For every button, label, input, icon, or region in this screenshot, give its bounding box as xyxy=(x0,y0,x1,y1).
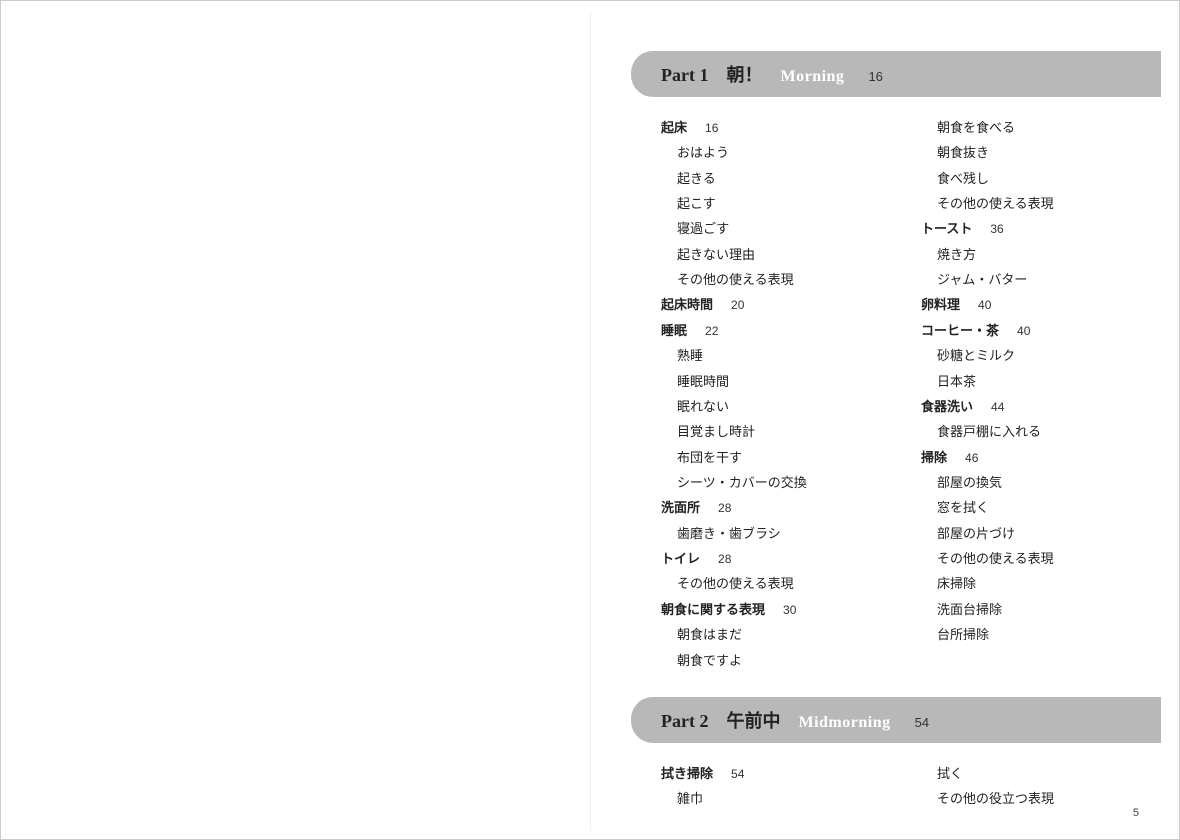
part-2-col-2: 拭くその他の役立つ表現 xyxy=(921,761,1131,812)
toc-sub-item: 歯磨き・歯ブラシ xyxy=(661,521,871,546)
part-2-page: 54 xyxy=(915,715,929,730)
toc-section-title: トースト xyxy=(921,216,972,241)
part-2-header: Part 2 午前中 Midmorning 54 xyxy=(631,697,1161,743)
toc-section-head: 卵料理 40 xyxy=(921,292,1131,317)
toc-sub-item: その他の使える表現 xyxy=(661,267,871,292)
toc-sub-item: 熟睡 xyxy=(661,343,871,368)
part-1-body: 起床16おはよう起きる起こす寝過ごす起きない理由その他の使える表現起床時間20睡… xyxy=(591,115,1161,673)
toc-sub-item: シーツ・カバーの交換 xyxy=(661,470,871,495)
toc-sub-item: 布団を干す xyxy=(661,445,871,470)
toc-section-title: コーヒー・茶 xyxy=(921,318,999,343)
toc-section-page: 40 xyxy=(1017,320,1030,343)
toc-section-page: 36 xyxy=(990,218,1003,241)
toc-section-head: 拭き掃除 54 xyxy=(661,761,871,786)
page-number: 5 xyxy=(1133,807,1139,819)
right-page: Part 1 朝！ Morning 16 起床16おはよう起きる起こす寝過ごす起… xyxy=(591,11,1161,831)
toc-sub-item: ジャム・バター xyxy=(921,267,1131,292)
toc-section-page: 46 xyxy=(965,447,978,470)
toc-sub-item: 朝食はまだ xyxy=(661,622,871,647)
toc-section-head: 洗面所 28 xyxy=(661,495,871,520)
toc-section-head: 起床時間 20 xyxy=(661,292,871,317)
toc-section-title: 起床 xyxy=(661,115,687,140)
toc-sub-item: その他の使える表現 xyxy=(661,571,871,596)
toc-section-head: 朝食に関する表現 30 xyxy=(661,597,871,622)
toc-section-title: 朝食に関する表現 xyxy=(661,597,765,622)
part-2-label: Part 2 xyxy=(661,711,708,732)
toc-sub-item: 食べ残し xyxy=(921,166,1131,191)
toc-sub-item: 寝過ごす xyxy=(661,216,871,241)
toc-sub-item: 起こす xyxy=(661,191,871,216)
part-1-label: Part 1 xyxy=(661,65,708,86)
toc-section-title: トイレ xyxy=(661,546,700,571)
toc-section-title: 掃除 xyxy=(921,445,947,470)
toc-section-page: 40 xyxy=(978,294,991,317)
toc-sub-item: 眠れない xyxy=(661,394,871,419)
toc-sub-item: 朝食ですよ xyxy=(661,648,871,673)
toc-sub-item: 窓を拭く xyxy=(921,495,1131,520)
toc-section-head: 起床 16 xyxy=(661,115,871,140)
toc-sub-item: その他の役立つ表現 xyxy=(921,786,1131,811)
toc-sub-item: 部屋の換気 xyxy=(921,470,1131,495)
toc-sub-item: 雑巾 xyxy=(661,786,871,811)
toc-section-page: 20 xyxy=(731,294,744,317)
part-1-col-1: 起床16おはよう起きる起こす寝過ごす起きない理由その他の使える表現起床時間20睡… xyxy=(661,115,871,673)
toc-section-title: 起床時間 xyxy=(661,292,713,317)
part-1-col-2: 朝食を食べる朝食抜き食べ残しその他の使える表現トースト36焼き方ジャム・バター卵… xyxy=(921,115,1131,673)
toc-section-head: 睡眠 22 xyxy=(661,318,871,343)
toc-sub-item: 起きない理由 xyxy=(661,242,871,267)
toc-section-page: 16 xyxy=(705,117,718,140)
part-2-title-en: Midmorning xyxy=(798,714,890,732)
toc-section-title: 食器洗い xyxy=(921,394,973,419)
toc-sub-item: 拭く xyxy=(921,761,1131,786)
toc-sub-item: その他の使える表現 xyxy=(921,191,1131,216)
toc-section-head: トイレ 28 xyxy=(661,546,871,571)
toc-sub-item: その他の使える表現 xyxy=(921,546,1131,571)
toc-sub-item: 砂糖とミルク xyxy=(921,343,1131,368)
part-2-title-jp: 午前中 xyxy=(726,707,780,733)
part-2-col-1: 拭き掃除 54雑巾 xyxy=(661,761,871,812)
part-1-title-jp: 朝！ xyxy=(726,61,762,87)
part-1-page: 16 xyxy=(868,69,882,84)
toc-section-title: 拭き掃除 xyxy=(661,761,713,786)
toc-section-head: トースト 36 xyxy=(921,216,1131,241)
toc-section-title: 洗面所 xyxy=(661,495,700,520)
toc-section-title: 睡眠 xyxy=(661,318,687,343)
toc-sub-item: 焼き方 xyxy=(921,242,1131,267)
toc-section-head: 食器洗い 44 xyxy=(921,394,1131,419)
toc-section-head: コーヒー・茶 40 xyxy=(921,318,1131,343)
toc-sub-item: 朝食を食べる xyxy=(921,115,1131,140)
toc-section-title: 卵料理 xyxy=(921,292,960,317)
toc-sub-item: おはよう xyxy=(661,140,871,165)
toc-sub-item: 日本茶 xyxy=(921,369,1131,394)
part-1-title-en: Morning xyxy=(780,68,844,86)
toc-section-page: 44 xyxy=(991,396,1004,419)
toc-sub-item: 朝食抜き xyxy=(921,140,1131,165)
part-2-body: 拭き掃除 54雑巾 拭くその他の役立つ表現 xyxy=(591,761,1161,812)
toc-sub-item: 目覚まし時計 xyxy=(661,419,871,444)
toc-sub-item: 台所掃除 xyxy=(921,622,1131,647)
left-page xyxy=(11,11,581,831)
toc-sub-item: 床掃除 xyxy=(921,571,1131,596)
toc-section-page: 30 xyxy=(783,599,796,622)
toc-sub-item: 睡眠時間 xyxy=(661,369,871,394)
toc-sub-item: 洗面台掃除 xyxy=(921,597,1131,622)
toc-section-page: 22 xyxy=(705,320,718,343)
toc-section-page: 28 xyxy=(718,497,731,520)
toc-sub-item: 起きる xyxy=(661,166,871,191)
toc-section-page: 54 xyxy=(731,763,744,786)
part-1-header: Part 1 朝！ Morning 16 xyxy=(631,51,1161,97)
toc-sub-item: 食器戸棚に入れる xyxy=(921,419,1131,444)
toc-section-page: 28 xyxy=(718,548,731,571)
toc-sub-item: 部屋の片づけ xyxy=(921,521,1131,546)
toc-section-head: 掃除 46 xyxy=(921,445,1131,470)
